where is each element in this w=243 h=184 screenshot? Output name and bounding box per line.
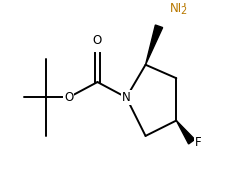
Polygon shape (176, 121, 195, 144)
Text: N: N (122, 91, 131, 104)
Polygon shape (146, 25, 163, 65)
Text: F: F (195, 136, 201, 149)
Text: O: O (93, 34, 102, 47)
Text: 2: 2 (180, 6, 186, 17)
Text: O: O (64, 91, 73, 104)
Text: NH: NH (170, 1, 187, 15)
